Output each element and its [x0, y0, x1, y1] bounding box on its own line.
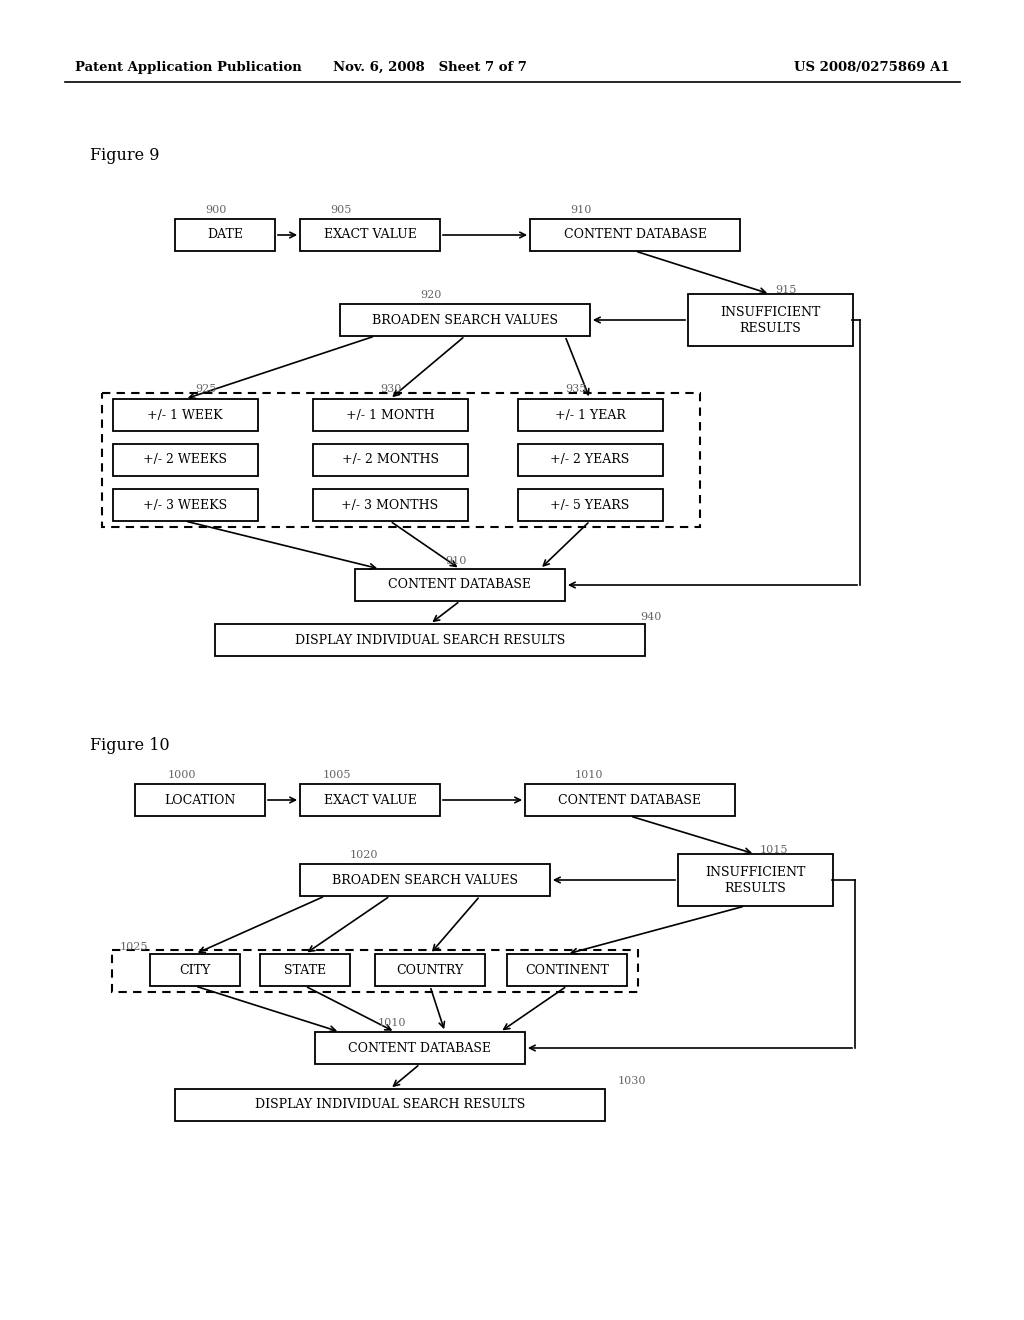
Text: CONTENT DATABASE: CONTENT DATABASE: [563, 228, 707, 242]
FancyBboxPatch shape: [300, 219, 440, 251]
Text: CONTENT DATABASE: CONTENT DATABASE: [348, 1041, 492, 1055]
FancyBboxPatch shape: [112, 950, 638, 993]
Text: +/- 2 MONTHS: +/- 2 MONTHS: [341, 454, 438, 466]
Text: 900: 900: [205, 205, 226, 215]
Text: LOCATION: LOCATION: [164, 793, 236, 807]
Text: +/- 5 YEARS: +/- 5 YEARS: [550, 499, 630, 511]
Text: 930: 930: [380, 384, 401, 393]
FancyBboxPatch shape: [530, 219, 740, 251]
Text: Nov. 6, 2008   Sheet 7 of 7: Nov. 6, 2008 Sheet 7 of 7: [333, 61, 527, 74]
Text: 935: 935: [565, 384, 587, 393]
Text: +/- 3 WEEKS: +/- 3 WEEKS: [143, 499, 227, 511]
Text: DISPLAY INDIVIDUAL SEARCH RESULTS: DISPLAY INDIVIDUAL SEARCH RESULTS: [255, 1098, 525, 1111]
FancyBboxPatch shape: [517, 399, 663, 432]
FancyBboxPatch shape: [517, 444, 663, 477]
FancyBboxPatch shape: [215, 624, 645, 656]
Text: CONTENT DATABASE: CONTENT DATABASE: [558, 793, 701, 807]
Text: 1005: 1005: [323, 770, 351, 780]
FancyBboxPatch shape: [517, 488, 663, 521]
FancyBboxPatch shape: [312, 444, 468, 477]
Text: 1030: 1030: [618, 1076, 646, 1086]
FancyBboxPatch shape: [102, 393, 700, 527]
Text: 940: 940: [640, 612, 662, 622]
Text: 910: 910: [445, 556, 466, 566]
FancyBboxPatch shape: [525, 784, 735, 816]
Text: CONTINENT: CONTINENT: [525, 964, 609, 977]
Text: 925: 925: [195, 384, 216, 393]
FancyBboxPatch shape: [113, 488, 257, 521]
FancyBboxPatch shape: [312, 399, 468, 432]
FancyBboxPatch shape: [507, 954, 627, 986]
Text: STATE: STATE: [284, 964, 326, 977]
Text: +/- 2 WEEKS: +/- 2 WEEKS: [143, 454, 227, 466]
Text: 1000: 1000: [168, 770, 197, 780]
Text: DISPLAY INDIVIDUAL SEARCH RESULTS: DISPLAY INDIVIDUAL SEARCH RESULTS: [295, 634, 565, 647]
Text: EXACT VALUE: EXACT VALUE: [324, 793, 417, 807]
Text: Patent Application Publication: Patent Application Publication: [75, 61, 302, 74]
Text: US 2008/0275869 A1: US 2008/0275869 A1: [795, 61, 950, 74]
FancyBboxPatch shape: [300, 784, 440, 816]
Text: BROADEN SEARCH VALUES: BROADEN SEARCH VALUES: [332, 874, 518, 887]
Text: BROADEN SEARCH VALUES: BROADEN SEARCH VALUES: [372, 314, 558, 326]
Text: +/- 3 MONTHS: +/- 3 MONTHS: [341, 499, 438, 511]
Text: +/- 2 YEARS: +/- 2 YEARS: [550, 454, 630, 466]
FancyBboxPatch shape: [135, 784, 265, 816]
FancyBboxPatch shape: [312, 488, 468, 521]
Text: 1020: 1020: [350, 850, 379, 861]
Text: INSUFFICIENT
RESULTS: INSUFFICIENT RESULTS: [720, 305, 820, 334]
FancyBboxPatch shape: [375, 954, 485, 986]
FancyBboxPatch shape: [175, 219, 275, 251]
FancyBboxPatch shape: [678, 854, 833, 906]
Text: Figure 9: Figure 9: [90, 147, 160, 164]
Text: 1010: 1010: [378, 1018, 407, 1028]
Text: 920: 920: [420, 290, 441, 300]
Text: Figure 10: Figure 10: [90, 737, 170, 754]
FancyBboxPatch shape: [355, 569, 565, 601]
FancyBboxPatch shape: [150, 954, 240, 986]
Text: 905: 905: [330, 205, 351, 215]
Text: INSUFFICIENT
RESULTS: INSUFFICIENT RESULTS: [705, 866, 805, 895]
FancyBboxPatch shape: [315, 1032, 525, 1064]
FancyBboxPatch shape: [300, 865, 550, 896]
Text: EXACT VALUE: EXACT VALUE: [324, 228, 417, 242]
FancyBboxPatch shape: [687, 294, 853, 346]
Text: CITY: CITY: [179, 964, 211, 977]
Text: CONTENT DATABASE: CONTENT DATABASE: [388, 578, 531, 591]
FancyBboxPatch shape: [113, 444, 257, 477]
FancyBboxPatch shape: [340, 304, 590, 337]
Text: 915: 915: [775, 285, 797, 294]
Text: +/- 1 WEEK: +/- 1 WEEK: [147, 408, 223, 421]
Text: 910: 910: [570, 205, 592, 215]
Text: 1015: 1015: [760, 845, 788, 855]
FancyBboxPatch shape: [260, 954, 350, 986]
Text: 1010: 1010: [575, 770, 603, 780]
Text: DATE: DATE: [207, 228, 243, 242]
FancyBboxPatch shape: [113, 399, 257, 432]
Text: 1025: 1025: [120, 942, 148, 952]
Text: COUNTRY: COUNTRY: [396, 964, 464, 977]
FancyBboxPatch shape: [175, 1089, 605, 1121]
Text: +/- 1 MONTH: +/- 1 MONTH: [346, 408, 434, 421]
Text: +/- 1 YEAR: +/- 1 YEAR: [555, 408, 626, 421]
